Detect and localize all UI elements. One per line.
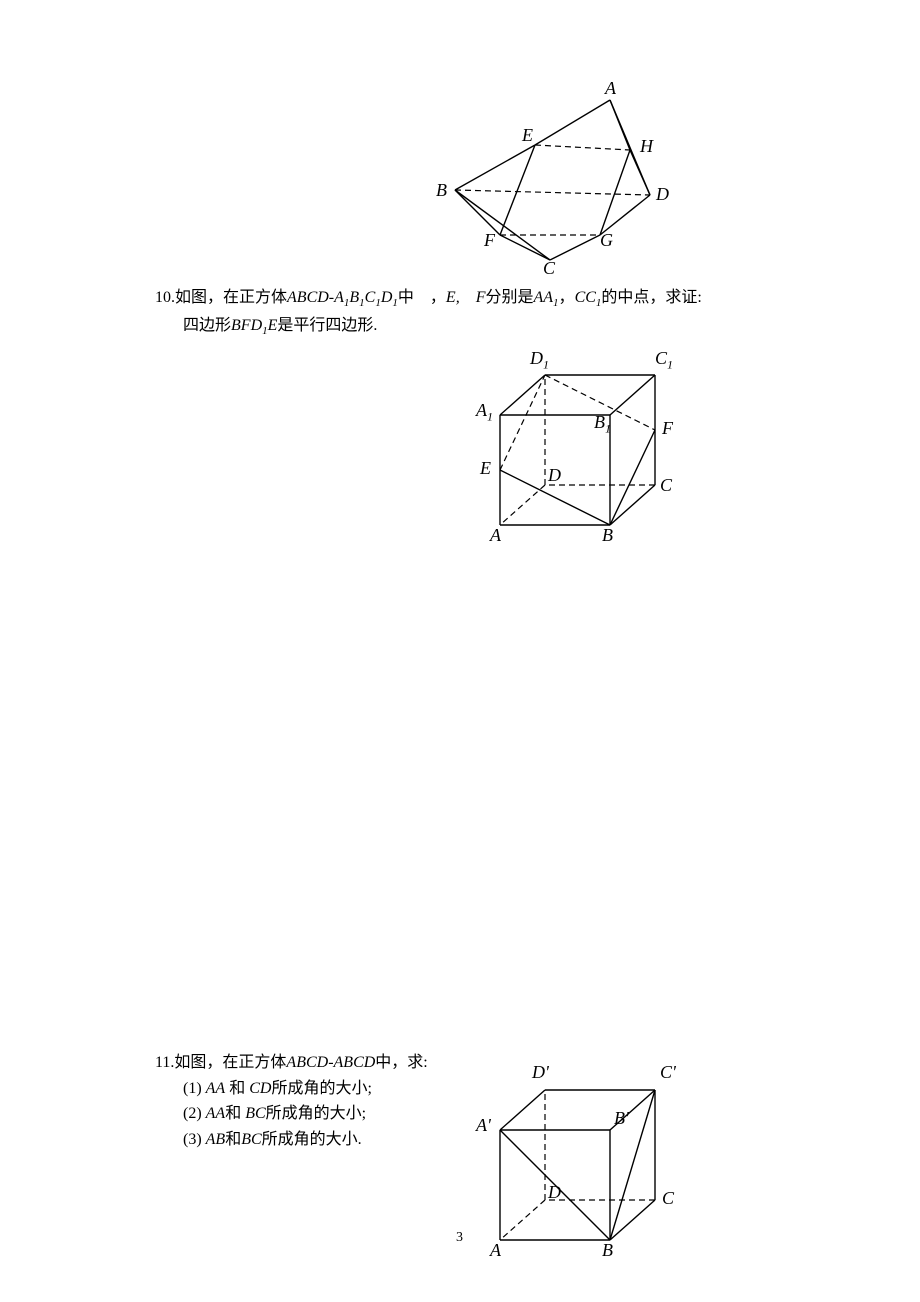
problem-10: 10.如图，在正方体ABCD-A1B1C1D1中 ，E, F分别是AA1，CC1… bbox=[155, 285, 815, 341]
p11-number: 11. bbox=[155, 1054, 174, 1071]
lbl-top-A: A bbox=[605, 78, 616, 99]
c1-D: D bbox=[548, 465, 561, 486]
p10-number: 10. bbox=[155, 289, 175, 306]
c1-D1: D1 bbox=[530, 348, 549, 373]
lbl-top-B: B bbox=[436, 180, 447, 201]
c1-C: C bbox=[660, 475, 672, 496]
lbl-top-E: E bbox=[522, 125, 533, 146]
lbl-top-D: D bbox=[656, 184, 669, 205]
figure-cube-1 bbox=[480, 355, 690, 555]
page-number: 3 bbox=[456, 1230, 463, 1246]
lbl-top-F: F bbox=[484, 230, 495, 251]
page: A H E B D F G C 10.如图，在正方体ABCD-A1B1C1D1中… bbox=[0, 0, 920, 1302]
lbl-top-C: C bbox=[543, 258, 555, 279]
c1-B1: B1 bbox=[594, 412, 611, 437]
c1-E: E bbox=[480, 458, 491, 479]
c2-D: D bbox=[548, 1182, 561, 1203]
c2-A: A bbox=[490, 1240, 501, 1261]
c2-Dp: D' bbox=[532, 1062, 549, 1083]
c2-Cp: C' bbox=[660, 1062, 676, 1083]
problem-11: 11.如图，在正方体ABCD-ABCD中，求: (1) AA 和 CD所成角的大… bbox=[155, 1050, 495, 1152]
c2-Bp: B' bbox=[614, 1108, 629, 1129]
c2-B: B bbox=[602, 1240, 613, 1261]
p10-abcd: ABCD-A bbox=[287, 289, 344, 306]
c1-A1: A1 bbox=[476, 400, 493, 425]
c1-A: A bbox=[490, 525, 501, 546]
lbl-top-H: H bbox=[640, 136, 653, 157]
c2-Ap: A' bbox=[476, 1115, 491, 1136]
c1-F: F bbox=[662, 418, 673, 439]
c2-C: C bbox=[662, 1188, 674, 1209]
c1-C1: C1 bbox=[655, 348, 673, 373]
lbl-top-G: G bbox=[600, 230, 613, 251]
figure-cube-2 bbox=[480, 1070, 690, 1270]
c1-B: B bbox=[602, 525, 613, 546]
p10-t1: 如图，在正方体 bbox=[175, 289, 287, 306]
